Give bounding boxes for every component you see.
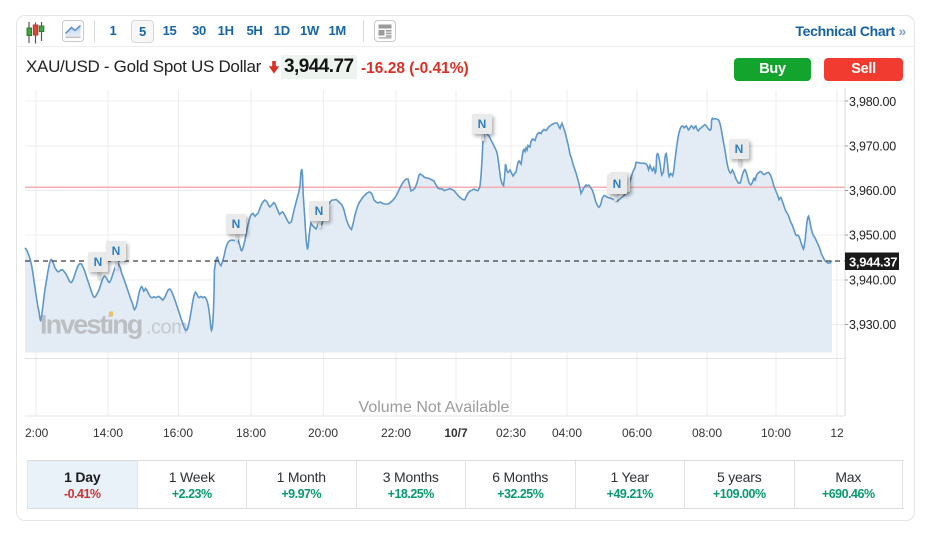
svg-text:.com: .com xyxy=(146,317,187,339)
svg-text:04:00: 04:00 xyxy=(552,426,582,440)
svg-text:Investing: Investing xyxy=(40,310,142,340)
svg-text:08:00: 08:00 xyxy=(692,426,722,440)
svg-text:18:00: 18:00 xyxy=(236,426,266,440)
svg-text:02:30: 02:30 xyxy=(496,426,526,440)
svg-text:2:00: 2:00 xyxy=(25,426,49,440)
svg-text:22:00: 22:00 xyxy=(381,426,411,440)
svg-text:3,980.00: 3,980.00 xyxy=(849,95,896,109)
svg-text:3,940.00: 3,940.00 xyxy=(849,274,896,288)
svg-text:16:00: 16:00 xyxy=(163,426,193,440)
svg-text:Volume Not Available: Volume Not Available xyxy=(359,399,510,416)
svg-text:12: 12 xyxy=(830,426,844,440)
svg-text:14:00: 14:00 xyxy=(93,426,123,440)
svg-text:20:00: 20:00 xyxy=(308,426,338,440)
svg-text:10/7: 10/7 xyxy=(444,426,468,440)
svg-text:3,970.00: 3,970.00 xyxy=(849,140,896,154)
svg-text:3,960.00: 3,960.00 xyxy=(849,184,896,198)
svg-text:10:00: 10:00 xyxy=(761,426,791,440)
svg-text:06:00: 06:00 xyxy=(622,426,652,440)
svg-text:3,930.00: 3,930.00 xyxy=(849,318,896,332)
svg-text:3,944.37: 3,944.37 xyxy=(849,255,897,270)
svg-text:3,950.00: 3,950.00 xyxy=(849,229,896,243)
